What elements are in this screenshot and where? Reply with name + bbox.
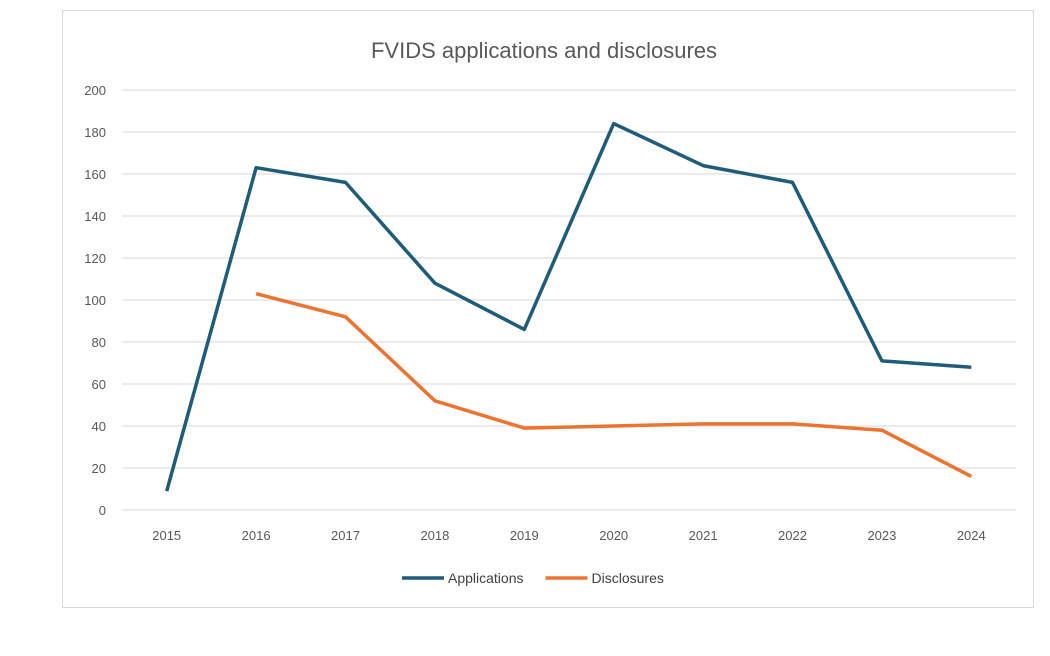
x-tick-label: 2018 (420, 528, 449, 543)
y-tick-label: 60 (92, 377, 106, 392)
chart-title: FVIDS applications and disclosures (371, 38, 717, 63)
x-tick-label: 2024 (957, 528, 986, 543)
y-tick-label: 140 (84, 209, 106, 224)
x-tick-label: 2020 (599, 528, 628, 543)
x-tick-label: 2017 (331, 528, 360, 543)
y-tick-label: 20 (92, 461, 106, 476)
x-tick-label: 2023 (867, 528, 896, 543)
y-tick-label: 80 (92, 335, 106, 350)
y-tick-label: 160 (84, 167, 106, 182)
y-tick-label: 180 (84, 125, 106, 140)
y-tick-label: 100 (84, 293, 106, 308)
y-tick-label: 200 (84, 83, 106, 98)
x-tick-label: 2015 (152, 528, 181, 543)
series-line-disclosures (255, 292, 973, 478)
legend-label: Disclosures (592, 570, 664, 586)
x-tick-label: 2019 (510, 528, 539, 543)
legend-label: Applications (448, 570, 524, 586)
y-tick-label: 120 (84, 251, 106, 266)
y-tick-label: 0 (99, 503, 106, 518)
x-tick-label: 2016 (242, 528, 271, 543)
chart-frame (62, 10, 1034, 608)
y-tick-label: 40 (92, 419, 106, 434)
series-line-applications (165, 121, 972, 492)
x-tick-label: 2021 (689, 528, 718, 543)
x-tick-label: 2022 (778, 528, 807, 543)
